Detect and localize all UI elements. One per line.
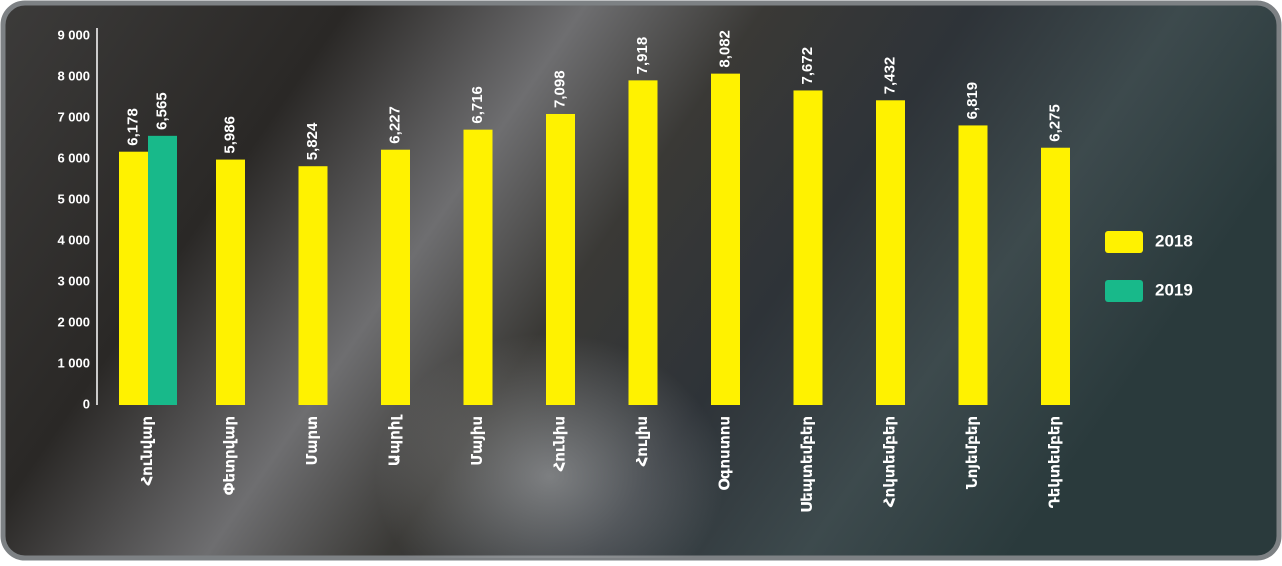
legend-swatch xyxy=(1105,231,1143,253)
bar xyxy=(876,100,905,406)
bar xyxy=(298,166,328,405)
x-tick-label: Ապրիլ xyxy=(386,414,403,467)
bar xyxy=(628,80,658,405)
y-tick-label: 7 000 xyxy=(57,109,90,124)
bar xyxy=(463,129,493,406)
y-tick-label: 4 000 xyxy=(57,232,90,247)
y-tick-label: 3 000 xyxy=(57,273,90,288)
y-tick-label: 6 000 xyxy=(57,150,90,165)
x-tick-label: Հունվար xyxy=(139,416,156,486)
x-tick-label: Հուլիս xyxy=(634,416,651,467)
x-tick-label: Հունիս xyxy=(551,416,568,472)
value-label: 6,227 xyxy=(386,106,403,144)
y-tick-label: 9 000 xyxy=(57,27,90,42)
x-tick-label: Օգոստոս xyxy=(716,416,733,491)
value-label: 7,918 xyxy=(634,37,651,75)
value-label: 7,672 xyxy=(799,47,816,85)
x-tick-label: Նոյեմբեր xyxy=(964,416,981,489)
legend-label: 2019 xyxy=(1155,280,1193,299)
y-tick-label: 2 000 xyxy=(57,314,90,329)
value-label: 8,082 xyxy=(716,30,733,68)
value-label: 6,178 xyxy=(124,108,141,146)
bar xyxy=(793,90,823,405)
legend-swatch xyxy=(1105,280,1143,302)
y-tick-label: 8 000 xyxy=(57,68,90,83)
bar xyxy=(711,73,740,405)
value-label: 6,565 xyxy=(153,92,170,130)
x-tick-label: Փետրվար xyxy=(221,416,238,495)
bar xyxy=(381,149,410,405)
x-tick-label: Հոկտեմբեր xyxy=(881,416,898,507)
bar xyxy=(958,125,988,406)
value-label: 5,824 xyxy=(304,122,321,160)
y-tick-label: 5 000 xyxy=(57,191,90,206)
value-label: 7,432 xyxy=(881,57,898,95)
x-tick-label: Մայիս xyxy=(469,416,486,466)
value-label: 5,986 xyxy=(221,116,238,154)
value-label: 7,098 xyxy=(551,70,568,108)
bar xyxy=(148,135,177,405)
value-label: 6,716 xyxy=(469,86,486,124)
value-label: 6,275 xyxy=(1046,104,1063,142)
bar xyxy=(1041,147,1070,405)
y-tick-label: 1 000 xyxy=(57,355,90,370)
value-label: 6,819 xyxy=(964,82,981,120)
y-tick-label: 0 xyxy=(83,396,90,411)
x-tick-label: Դեկտեմբեր xyxy=(1046,416,1063,508)
x-tick-label: Մարտ xyxy=(304,416,321,465)
legend-label: 2018 xyxy=(1155,231,1193,250)
bar xyxy=(546,113,575,406)
bar xyxy=(216,159,245,405)
bar xyxy=(119,151,148,405)
x-tick-label: Սեպտեմբեր xyxy=(799,416,816,513)
